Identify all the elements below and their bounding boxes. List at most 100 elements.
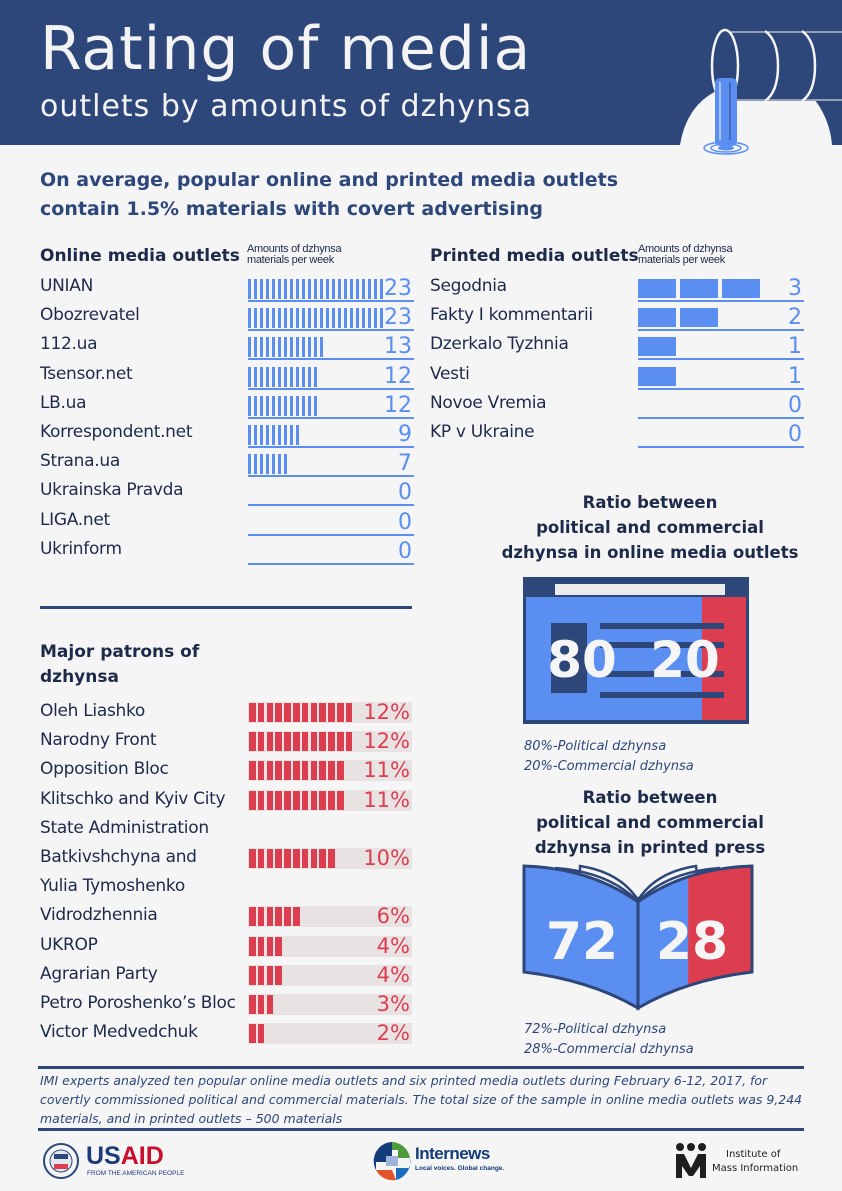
online-bar-tick [296, 308, 299, 329]
patron-label: Klitschko and Kyiv City [40, 788, 226, 809]
printed-bar-segment [638, 308, 676, 328]
online-bar-tick [290, 308, 293, 329]
legend-political: 80%-Political dzhynsa [524, 739, 667, 754]
online-bar-tick [254, 337, 257, 358]
online-bar-tick [308, 279, 311, 299]
printed-row-baseline [638, 358, 804, 361]
patron-bar-tick [266, 761, 274, 781]
online-bar-tick [284, 308, 287, 329]
printed-value-label: 1 [788, 363, 802, 389]
printed-column-header-line1: Amounts of dzhynsa [638, 243, 733, 255]
patron-bar-tick [310, 732, 318, 752]
online-bar-tick [254, 395, 257, 416]
patron-bar-tick [319, 732, 326, 752]
patron-bar-tick [284, 761, 291, 781]
patron-bar-tick [275, 790, 282, 810]
page-title: Rating of media [40, 14, 532, 84]
usaid-logo: USAID FROM THE AMERICAN PEOPLE [42, 1142, 212, 1179]
patron-bar-tick [249, 1024, 256, 1044]
imi-logo: Institute of Mass Information [674, 1142, 824, 1180]
patron-value-label: 10% [363, 846, 410, 870]
online-bar-tick [380, 308, 383, 329]
patron-bar-tick [257, 732, 265, 752]
printed-bar-segment [638, 337, 676, 357]
patron-bar-tick [257, 936, 265, 956]
online-bar-tick [296, 279, 299, 299]
printed-bar-segment [680, 308, 718, 328]
online-bar-tick [284, 395, 287, 416]
patron-bar-tick [345, 732, 353, 752]
patron-bar-tick [319, 761, 326, 781]
patron-label: Agrarian Party [40, 963, 158, 984]
online-bar-tick [266, 308, 269, 329]
patron-bar-tick [266, 995, 274, 1014]
online-bar-tick [266, 395, 269, 416]
online-section-title: Online media outlets [40, 246, 240, 266]
online-bar-tick [254, 425, 257, 445]
patron-bar-tick [293, 761, 300, 781]
online-bar-tick [260, 279, 263, 299]
online-ratio-legend: 80%-Political dzhynsa 20%-Commercial dzh… [524, 737, 694, 777]
internews-tagline: Local voices. Global change. [415, 1165, 505, 1172]
patron-bar-tick [257, 703, 265, 722]
online-bar-tick [248, 425, 251, 445]
online-outlet-label: Ukrainska Pravda [40, 480, 184, 501]
patron-bar-tick [337, 761, 344, 781]
patron-bar-tick [249, 965, 256, 985]
patron-bar-tick [249, 790, 256, 810]
online-bar-tick [272, 279, 275, 299]
commercial-percent-label: 28 [656, 912, 728, 972]
printed-outlet-label: Dzerkalo Tyzhnia [430, 334, 569, 355]
online-bar-tick [290, 366, 293, 387]
patron-bar-tick [284, 907, 291, 927]
online-bar-tick [272, 366, 275, 387]
online-bar-tick [248, 308, 251, 329]
intro-line-1: On average, popular online and printed m… [40, 169, 619, 191]
internews-logo: Internews Local voices. Global change. [372, 1140, 512, 1182]
printed-column-header: Amounts of dzhynsa materials per week [638, 243, 733, 266]
online-bar-tick [266, 337, 269, 358]
patron-bar-tick [301, 849, 309, 868]
patron-bar-tick [257, 790, 265, 810]
online-row-baseline [248, 533, 414, 536]
online-bar-tick [332, 279, 335, 299]
online-bar-tick [266, 279, 269, 299]
patron-bar-tick [293, 849, 300, 868]
patron-bar-track [248, 935, 412, 957]
patron-bar-tick [257, 907, 265, 927]
patron-bar-tick [293, 907, 300, 927]
online-outlet-label: Obozrevatel [40, 305, 140, 326]
patron-bar-tick [266, 936, 274, 956]
online-bar-tick [338, 279, 341, 299]
printed-ratio-title-line1: Ratio between [582, 788, 718, 807]
usaid-tagline: FROM THE AMERICAN PEOPLE [87, 1170, 185, 1177]
online-bar-tick [290, 425, 293, 445]
patron-bar-tick [266, 732, 274, 752]
patron-bar-tick [275, 936, 282, 956]
online-bar-tick [272, 425, 275, 445]
printed-row-baseline [638, 387, 804, 390]
online-bar-tick [260, 308, 263, 329]
footnote-bottom-rule [38, 1128, 804, 1131]
patron-value-label: 3% [376, 992, 410, 1016]
online-outlet-label: Tsensor.net [40, 363, 133, 384]
online-bar-tick [308, 337, 311, 358]
political-percent-label: 80 [547, 631, 617, 689]
online-value-label: 0 [398, 538, 412, 564]
patron-bar-tick [319, 849, 326, 868]
online-bar-tick [272, 337, 275, 358]
online-bar-tick [302, 279, 305, 299]
online-bar-tick [320, 337, 323, 358]
footnote-top-rule [38, 1066, 804, 1069]
online-column-header-line2: materials per week [247, 254, 334, 266]
usaid-seal-icon [43, 1143, 79, 1179]
online-bar-tick [284, 425, 287, 445]
online-outlet-label: Ukrinform [40, 538, 122, 559]
online-column-header: Amounts of dzhynsa materials per week [247, 244, 342, 266]
online-bar-tick [308, 395, 311, 416]
patron-bar-tick [328, 761, 335, 781]
printed-bar-segment [722, 279, 760, 298]
online-bar-tick [278, 366, 281, 387]
printed-bar-segment [638, 279, 676, 298]
patron-bar-tick [275, 732, 282, 752]
